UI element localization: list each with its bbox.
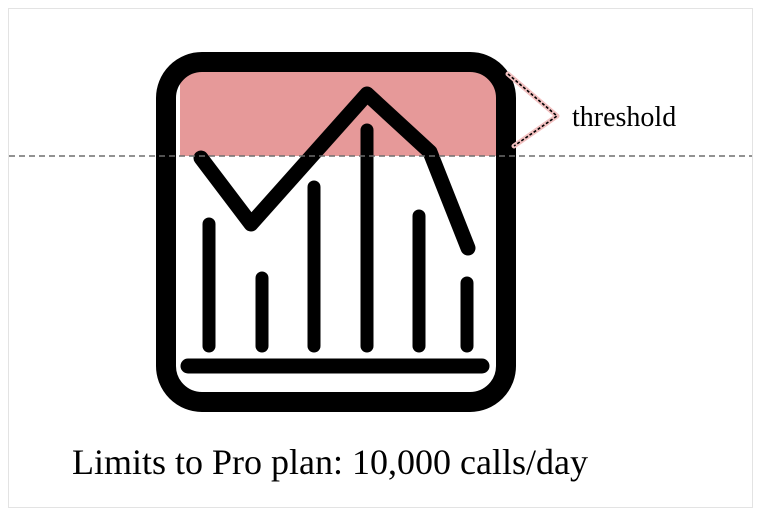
chart-icon	[156, 52, 516, 412]
icon-frame	[156, 52, 516, 412]
threshold-label: threshold	[572, 102, 676, 133]
icon-trend-line	[193, 86, 476, 256]
threshold-band	[180, 64, 504, 156]
icon-bars	[202, 123, 474, 353]
caption-text: Limits to Pro plan: 10,000 calls/day	[72, 442, 588, 482]
annotation-connector	[505, 71, 560, 149]
